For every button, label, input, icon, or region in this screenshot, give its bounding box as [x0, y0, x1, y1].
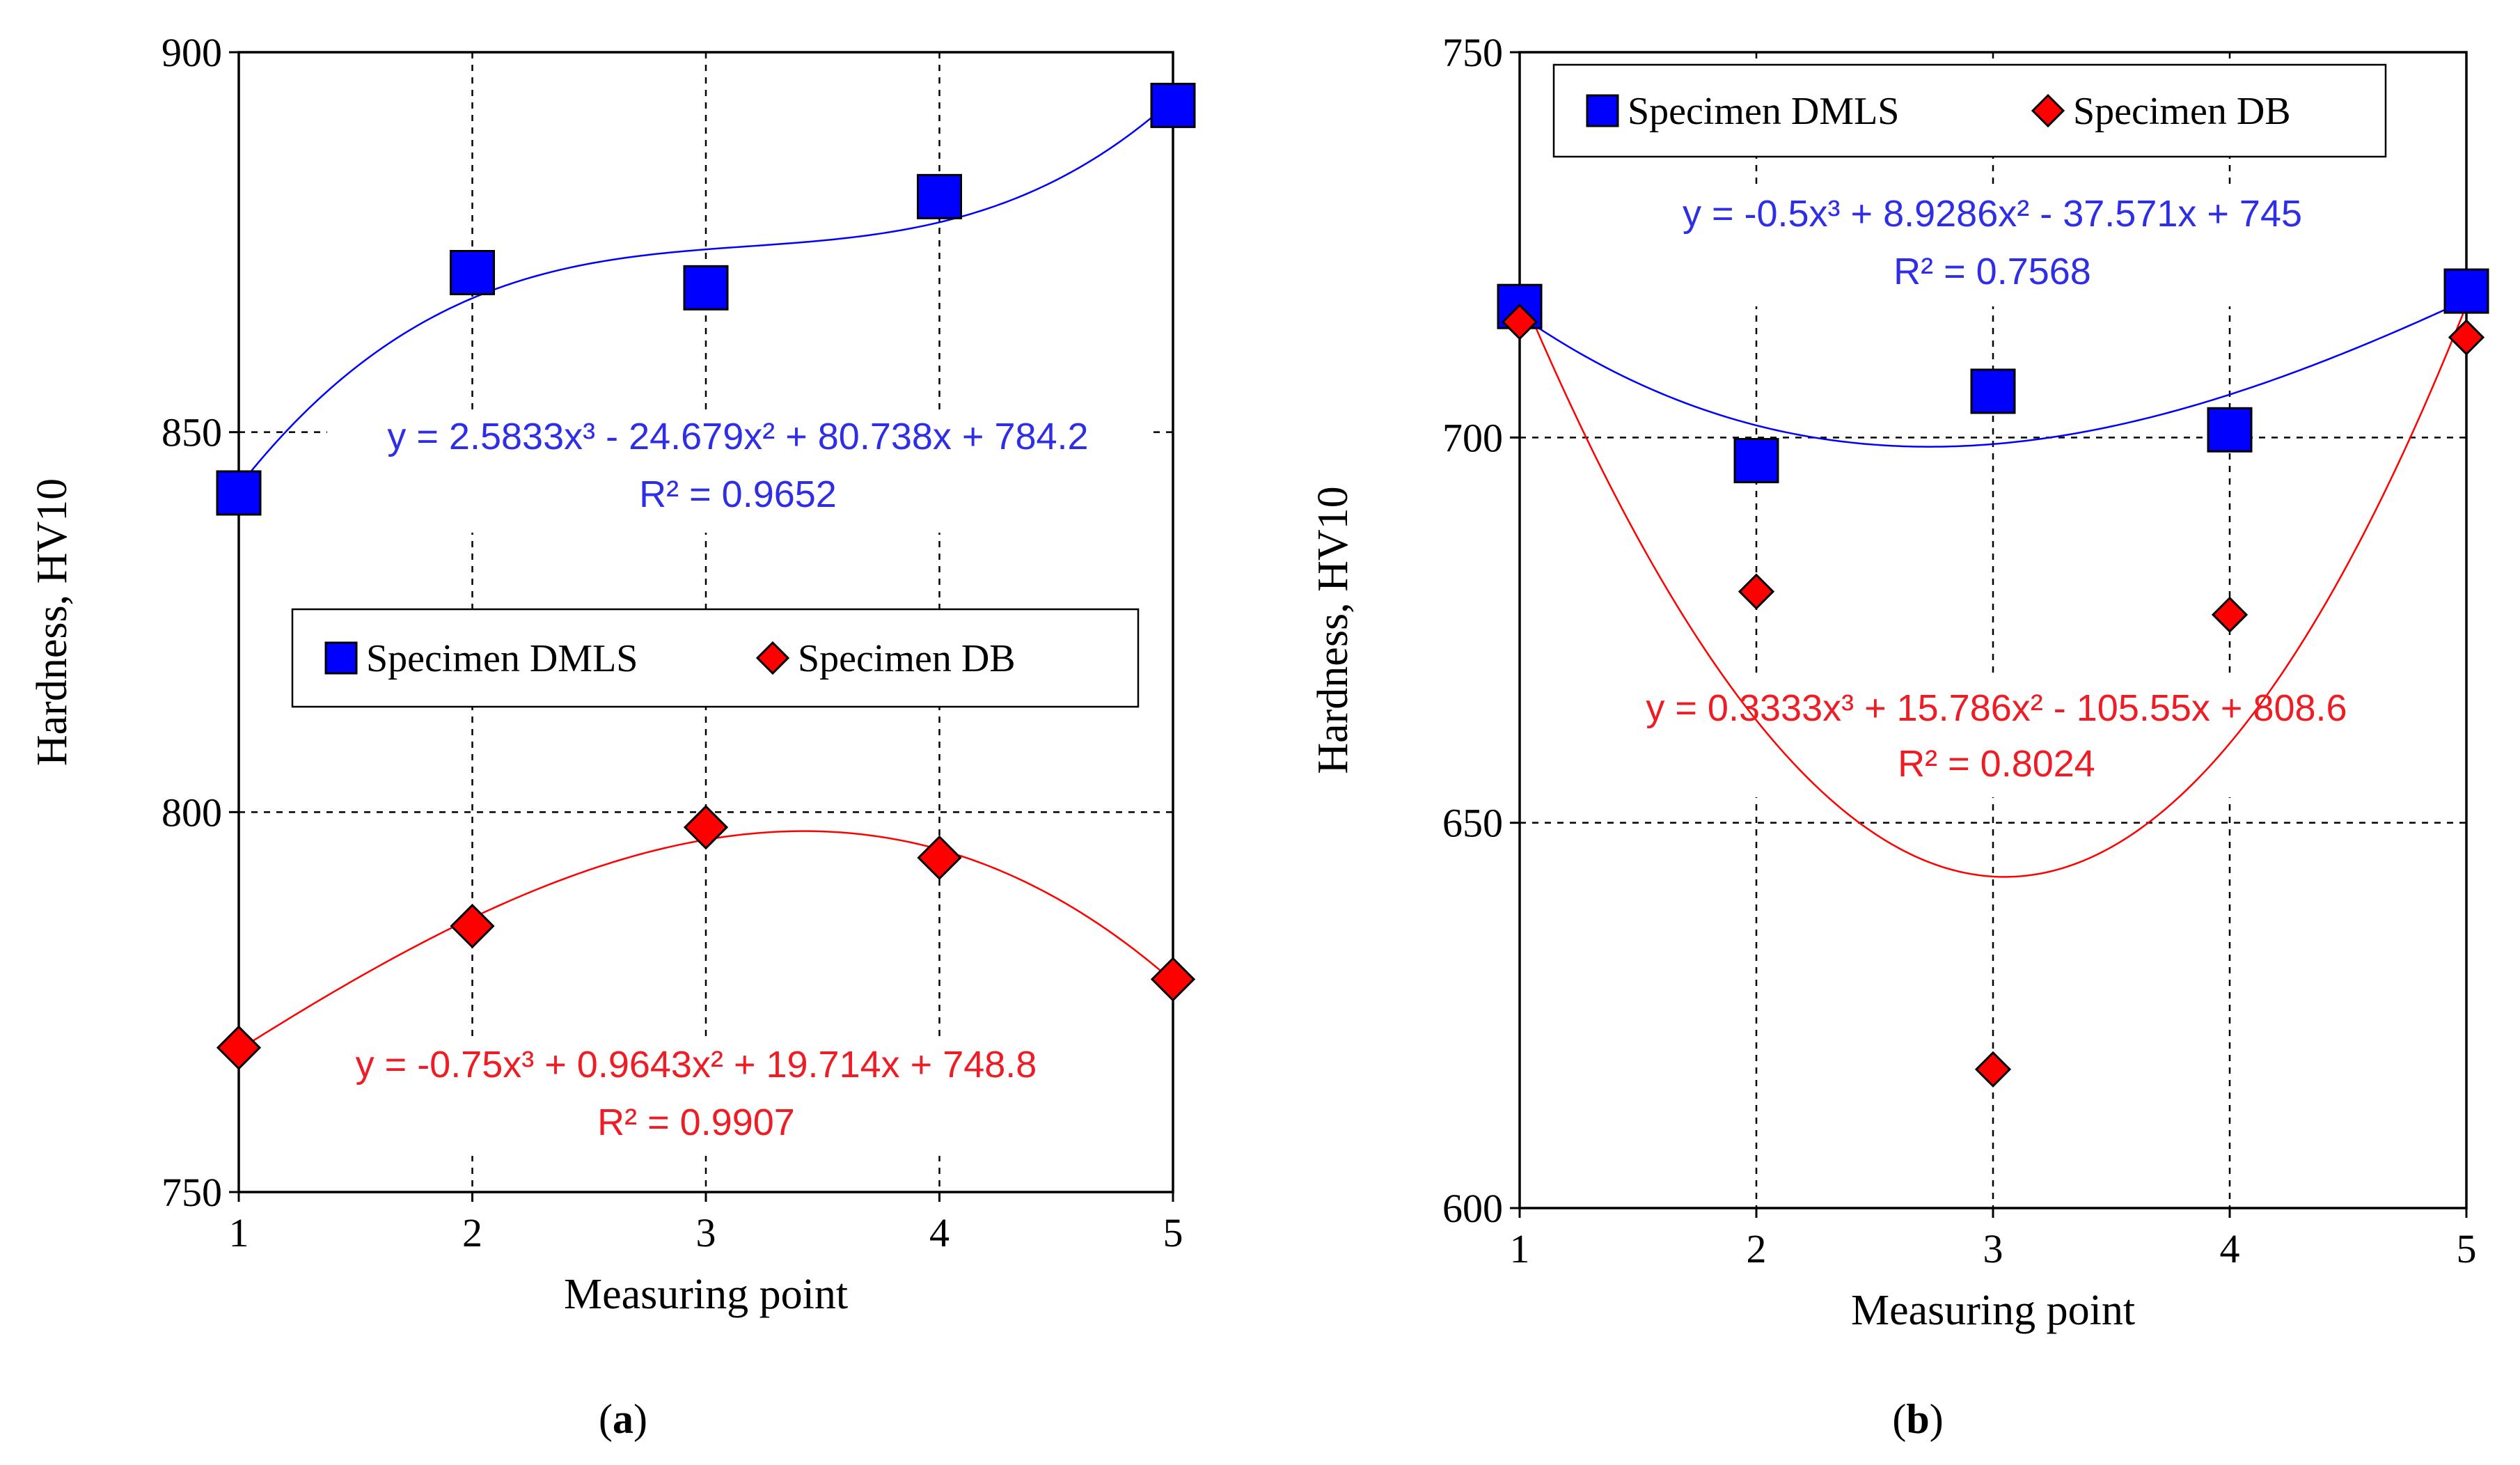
data-point-db	[2448, 319, 2485, 356]
x-axis-title: Measuring point	[1851, 1287, 2135, 1334]
y-tick-label: 750	[162, 1170, 222, 1215]
data-point-db	[1150, 957, 1196, 1002]
legend-swatch-dmls	[324, 641, 358, 675]
legend: Specimen DMLS Specimen DB	[291, 608, 1140, 708]
x-tick-label: 5	[1163, 1210, 1183, 1255]
trendline-equation: y = -0.75x³ + 0.9643x² + 19.714x + 748.8	[356, 1044, 1037, 1086]
legend-swatch-db	[755, 641, 790, 675]
chart-panel-a: 750 800 850 900 1 2 3 4 5 Measuring point Hardness…	[29, 30, 1196, 1318]
equation-labels: y = -0.5x³ + 8.9286x² - 37.571x + 745 R² …	[1646, 193, 2347, 785]
legend-swatch-dmls	[1586, 94, 1619, 127]
data-point-dmls	[1150, 82, 1196, 128]
data-point-db	[2211, 596, 2249, 633]
trendline-r-squared: R² = 0.7568	[1893, 251, 2091, 292]
legend: Specimen DMLS Specimen DB	[1552, 63, 2387, 158]
x-tick-label: 4	[2220, 1226, 2240, 1271]
data-point-dmls	[2207, 407, 2253, 453]
y-axis-title: Hardness, HV10	[1309, 486, 1357, 774]
data-point-dmls	[450, 249, 495, 295]
equation-labels: y = 2.5833x³ - 24.679x² + 80.738x + 784.…	[356, 416, 1089, 1143]
legend-label: Specimen DMLS	[1628, 90, 1899, 133]
x-tick-label: 2	[462, 1210, 482, 1255]
equation-label-background	[1580, 679, 2416, 797]
data-point-dmls	[1733, 438, 1779, 484]
y-tick-label: 850	[162, 410, 222, 455]
data-point-dmls	[683, 265, 729, 311]
data-point-db	[683, 805, 729, 850]
y-tick-label: 900	[162, 30, 222, 75]
data-point-dmls	[917, 173, 962, 219]
x-tick-label: 1	[229, 1210, 249, 1255]
data-point-db	[1738, 573, 1775, 610]
trendline-dmls	[1520, 299, 2466, 448]
data-point-dmls	[216, 470, 262, 516]
x-tick-label: 3	[1983, 1226, 2003, 1271]
trendline-equation: y = 2.5833x³ - 24.679x² + 80.738x + 784.…	[387, 416, 1088, 457]
y-axis-title: Hardness, HV10	[29, 478, 76, 766]
trendline-r-squared: R² = 0.9907	[597, 1102, 795, 1143]
trendline-r-squared: R² = 0.9652	[639, 473, 837, 515]
legend-label: Specimen DB	[798, 637, 1016, 680]
panel-label-a: (a)	[599, 1396, 647, 1442]
data-point-db	[917, 835, 962, 880]
chart-panel-b: 600 650 700 750 1 2 3 4 5 Measuring point Hardness…	[1309, 30, 2489, 1334]
y-tick-label: 700	[1442, 415, 1503, 460]
x-tick-label: 1	[1510, 1226, 1530, 1271]
panel-label-b: (b)	[1892, 1396, 1943, 1442]
trendline-db	[1520, 289, 2466, 878]
legend-frame	[291, 608, 1140, 708]
trendline-equation: y = 0.3333x³ + 15.786x² - 105.55x + 808.…	[1646, 687, 2347, 729]
y-tick-label: 750	[1442, 30, 1503, 75]
y-tick-label: 600	[1442, 1186, 1503, 1231]
legend-label: Specimen DB	[2073, 90, 2291, 133]
equation-label-background	[1622, 189, 2374, 306]
x-tick-label: 5	[2457, 1226, 2477, 1271]
x-tick-label: 3	[696, 1210, 716, 1255]
data-point-dmls	[1970, 368, 2016, 414]
legend-frame	[1552, 63, 2387, 158]
x-tick-label: 4	[929, 1210, 950, 1255]
trendline-equation: y = -0.5x³ + 8.9286x² - 37.571x + 745	[1683, 193, 2302, 235]
legend-label: Specimen DMLS	[366, 637, 638, 680]
data-point-db	[1501, 304, 1538, 340]
equation-label-background	[327, 411, 1149, 533]
data-point-db	[450, 903, 495, 949]
legend-swatch-db	[2031, 93, 2065, 128]
y-tick-label: 800	[162, 790, 222, 835]
data-point-db	[216, 1025, 262, 1070]
x-tick-label: 2	[1747, 1226, 1767, 1271]
equation-label-background	[306, 1041, 1156, 1156]
data-point-db	[1974, 1051, 2012, 1088]
data-point-dmls	[2443, 268, 2489, 314]
trendline-r-squared: R² = 0.8024	[1898, 743, 2095, 785]
y-tick-label: 650	[1442, 801, 1503, 846]
x-axis-title: Measuring point	[564, 1271, 848, 1318]
trendline-dmls	[239, 98, 1173, 487]
